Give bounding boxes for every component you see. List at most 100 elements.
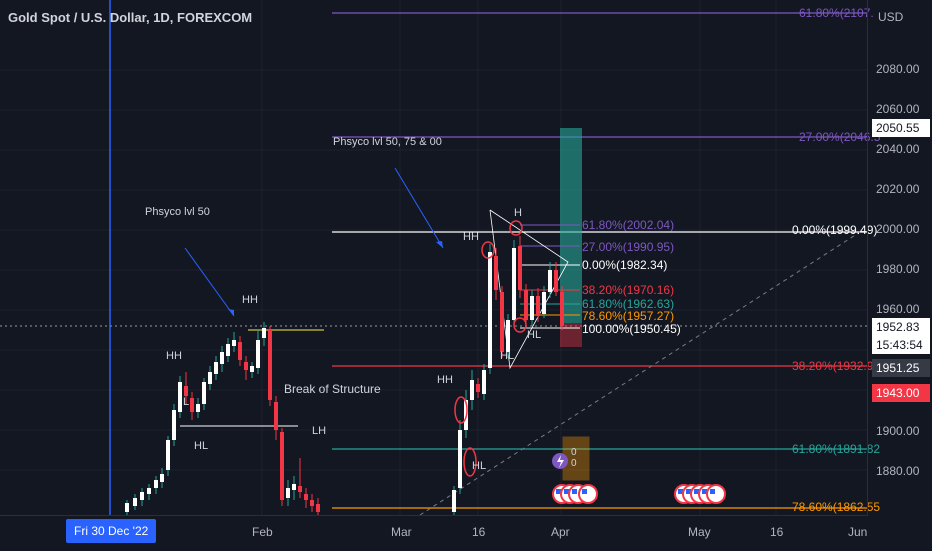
candle-body	[220, 352, 224, 364]
candle-body	[232, 340, 236, 346]
candle-body	[286, 488, 290, 498]
candle-body	[238, 342, 242, 360]
trend-line	[419, 231, 861, 516]
crosshair-price-badge: 1952.83	[872, 318, 930, 336]
candle-body	[554, 270, 558, 292]
fib-label-neg-61: −61.80%(2107.	[792, 6, 874, 20]
pivot-circles	[454, 220, 527, 477]
flag-canton	[564, 489, 569, 494]
flag-canton	[686, 489, 691, 494]
candle-body	[262, 328, 266, 338]
candle-body	[208, 372, 212, 384]
candle-body	[476, 384, 480, 392]
candle-body	[154, 480, 158, 488]
candlesticks	[125, 236, 564, 515]
candle-body	[560, 292, 564, 326]
us-flag-icon[interactable]	[706, 484, 726, 504]
time-label: 16	[472, 525, 486, 539]
price-tick: 1900.00	[876, 424, 920, 438]
candle-body	[140, 492, 144, 500]
event-box	[552, 436, 590, 481]
candle-body	[452, 490, 456, 512]
candle-body	[147, 488, 151, 494]
candle-body	[172, 410, 176, 440]
candle-body	[274, 402, 278, 430]
arrow-phsyco-multi-head	[436, 241, 443, 248]
price-tick: 1960.00	[876, 302, 920, 316]
price-tick: 1880.00	[876, 464, 920, 478]
label-hh-4[interactable]: HH	[463, 231, 479, 243]
label-hh-3[interactable]: HH	[437, 374, 453, 386]
time-label: Mar	[391, 525, 412, 539]
low-price-badge: 1943.00	[872, 384, 930, 402]
time-label: May	[688, 525, 711, 539]
time-label: Feb	[252, 525, 273, 539]
candle-body	[482, 370, 486, 394]
time-label: Jun	[848, 525, 868, 539]
annotation-break-structure[interactable]: Break of Structure	[284, 382, 381, 396]
candle-body	[202, 382, 206, 404]
small-fib-38: 38.20%(1970.16)	[582, 283, 675, 297]
candle-body	[542, 292, 546, 314]
us-flag-icon[interactable]	[578, 484, 598, 504]
target-price-badge: 2050.55	[872, 119, 930, 137]
candle-body	[133, 498, 137, 506]
candle-body	[524, 290, 528, 320]
price-axis[interactable]: USD 2080.00 2060.00 2040.00 2020.00 2000…	[867, 0, 932, 515]
price-tick: 2000.00	[876, 222, 920, 236]
label-hl-4[interactable]: HL	[527, 329, 542, 341]
annotation-phsyco-multi[interactable]: Phsyco lvl 50, 75 & 00	[333, 136, 442, 148]
label-l[interactable]: L	[183, 396, 190, 408]
candle-body	[458, 430, 462, 488]
label-hh-1[interactable]: HH	[242, 294, 258, 306]
price-tick: 2080.00	[876, 62, 920, 76]
label-hh-2[interactable]: HH	[166, 350, 182, 362]
candle-body	[310, 500, 314, 506]
last-price-badge: 1951.25	[872, 359, 930, 377]
candle-body	[256, 340, 260, 368]
event-text-2: 0	[571, 458, 577, 469]
candle-body	[298, 486, 302, 492]
price-tick: 2060.00	[876, 102, 920, 116]
candle-body	[184, 386, 188, 396]
candle-body	[250, 366, 254, 372]
chart-title: Gold Spot / U.S. Dollar, 1D, FOREXCOM	[8, 10, 253, 25]
time-label: 16	[770, 525, 784, 539]
candle-body	[530, 296, 534, 320]
small-fib-61: 61.80%(2002.04)	[582, 218, 675, 232]
target-loss-box	[560, 323, 582, 347]
candle-body	[190, 398, 194, 412]
candle-body	[226, 344, 230, 356]
flag-icons	[552, 484, 726, 504]
fib-label-38: 38.20%(1932.93	[792, 359, 881, 373]
fib-label-61: 61.80%(1891.82	[792, 442, 881, 456]
candle-body	[506, 320, 510, 352]
candle-body	[518, 246, 522, 290]
candle-body	[548, 270, 552, 292]
label-hl-2[interactable]: HL	[472, 460, 487, 472]
grid	[0, 0, 868, 515]
label-lh[interactable]: LH	[312, 425, 327, 437]
label-hl-1[interactable]: HL	[194, 440, 209, 452]
arrow-phsyco50-head	[228, 309, 234, 316]
annotation-phsyco50[interactable]: Phsyco lvl 50	[145, 206, 210, 218]
candle-body	[488, 252, 492, 368]
candle-body	[494, 256, 498, 290]
candle-body	[500, 292, 504, 352]
fib-label-0: 0.00%(1999.49)	[792, 223, 878, 237]
price-tick: 2040.00	[876, 142, 920, 156]
label-hl-3[interactable]: HL	[500, 350, 515, 362]
small-fib-78: 78.60%(1957.27)	[582, 309, 675, 323]
flag-canton	[556, 489, 561, 494]
label-h[interactable]: H	[514, 207, 522, 219]
fib-label-78: 78.60%(1862.55	[792, 500, 881, 514]
small-fib-0: 0.00%(1982.34)	[582, 258, 668, 272]
candle-body	[536, 296, 540, 316]
event-text-1: 0	[571, 447, 577, 458]
time-axis[interactable]: Feb Mar 16 Apr May 16 Jun	[0, 515, 868, 551]
candle-body	[196, 404, 200, 412]
candle-body	[292, 484, 296, 490]
time-label: Apr	[551, 525, 570, 539]
price-tick: 2020.00	[876, 182, 920, 196]
